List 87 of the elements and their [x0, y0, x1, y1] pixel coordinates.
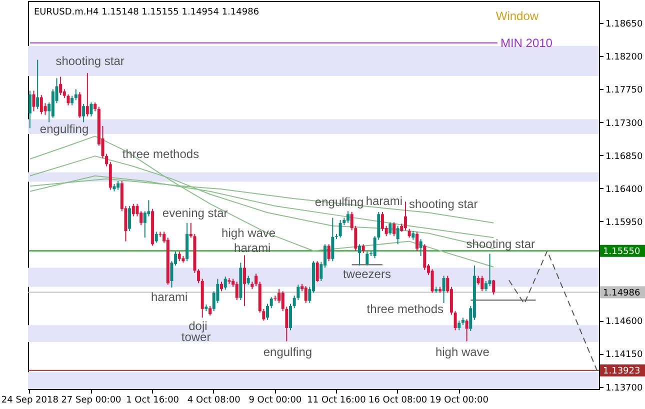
x-tick-label: 1 Oct 16:00	[126, 396, 180, 406]
y-tick-label: 1.16400	[606, 184, 643, 195]
candlestick	[40, 94, 43, 115]
annotation: high wave	[435, 345, 490, 359]
annotation: tweezers	[342, 267, 391, 281]
candlestick	[270, 296, 273, 309]
annotation: harami	[366, 194, 403, 208]
candlestick	[415, 231, 418, 252]
candlestick	[254, 273, 258, 287]
candlestick	[304, 286, 308, 304]
annotation: three methods	[366, 302, 444, 316]
candlestick	[59, 76, 62, 96]
candlestick	[331, 217, 334, 262]
candlestick	[419, 238, 422, 256]
candlestick	[78, 92, 82, 118]
candlestick	[243, 254, 246, 306]
candlestick	[197, 268, 200, 284]
candlestick	[178, 251, 181, 262]
candlestick	[128, 206, 132, 232]
candlestick	[327, 244, 330, 262]
candlestick	[266, 303, 270, 320]
candlestick	[28, 90, 32, 129]
y-tick-label: 1.18650	[606, 20, 643, 30]
candlestick	[492, 279, 496, 296]
candlestick	[454, 310, 457, 331]
candlestick	[316, 260, 319, 282]
x-tick-label: 24 Sep 2018	[1, 396, 59, 406]
annotation: shooting star	[409, 197, 478, 211]
y-tick-label: 1.15950	[606, 218, 643, 228]
candlestick	[82, 103, 86, 123]
text: EURUSD.m.H4 1.15148 1.15155 1.14954 1.14986	[34, 8, 260, 18]
annotation: evening star	[162, 206, 228, 220]
candlestick	[108, 161, 112, 190]
candlestick	[430, 268, 434, 294]
candlestick	[484, 280, 488, 292]
x-tick-label: 27 Sep 00:00	[61, 396, 122, 406]
x-tick-label: 4 Oct 08:00	[187, 396, 241, 406]
annotation: doji	[188, 318, 208, 333]
candlestick	[36, 59, 40, 110]
candlestick	[346, 210, 350, 224]
y-tick-label: 1.16850	[606, 152, 643, 162]
candlestick	[220, 281, 224, 292]
ref-line-label: 1.15550	[603, 246, 640, 257]
y-tick-label: 1.17750	[606, 86, 643, 96]
y-tick-label: 1.14600	[606, 317, 643, 328]
candlestick	[338, 219, 342, 238]
candlestick	[74, 88, 78, 101]
y-tick-label: 1.13700	[606, 383, 643, 394]
annotation: engulfing	[40, 122, 89, 136]
candlestick	[480, 275, 484, 292]
annotation: Window	[496, 9, 539, 23]
candlestick	[442, 275, 446, 304]
candlestick	[132, 203, 135, 217]
candlestick	[388, 222, 392, 236]
candlestick	[208, 305, 212, 316]
candlestick	[488, 253, 492, 287]
ref-line-label: 1.13923	[603, 366, 640, 376]
ref-line-label: 1.14986	[603, 288, 640, 298]
candlestick	[224, 276, 227, 290]
candlestick	[392, 222, 396, 237]
candlestick	[396, 225, 400, 245]
candlestick	[32, 90, 36, 112]
y-tick-label: 1.14150	[606, 350, 643, 360]
candlestick	[105, 153, 108, 167]
candlestick	[154, 231, 158, 244]
x-tick-label: 19 Oct 00:00	[430, 396, 489, 406]
candlestick	[404, 201, 407, 231]
series-label: MIN 2010	[500, 36, 553, 50]
candlestick	[70, 95, 74, 106]
x-tick-label: 16 Oct 08:00	[368, 396, 428, 406]
candlestick	[465, 318, 468, 342]
candlestick	[86, 72, 89, 117]
candlestick	[458, 320, 461, 331]
candlestick	[235, 281, 238, 301]
candlestick	[90, 102, 93, 117]
candlestick	[423, 244, 426, 270]
annotation: shooting star	[56, 54, 124, 68]
x-tick-label: 11 Oct 16:00	[307, 396, 366, 406]
x-tick-label: 9 Oct 00:00	[248, 396, 302, 406]
annotation: engulfing	[263, 345, 312, 359]
candlestick	[289, 303, 292, 331]
y-tick-label: 1.18200	[606, 52, 643, 63]
candlestick	[380, 211, 384, 232]
y-tick-label: 1.17300	[606, 118, 643, 129]
candlestick	[366, 251, 369, 266]
candlestick	[358, 244, 361, 266]
annotation: harami	[150, 290, 188, 304]
